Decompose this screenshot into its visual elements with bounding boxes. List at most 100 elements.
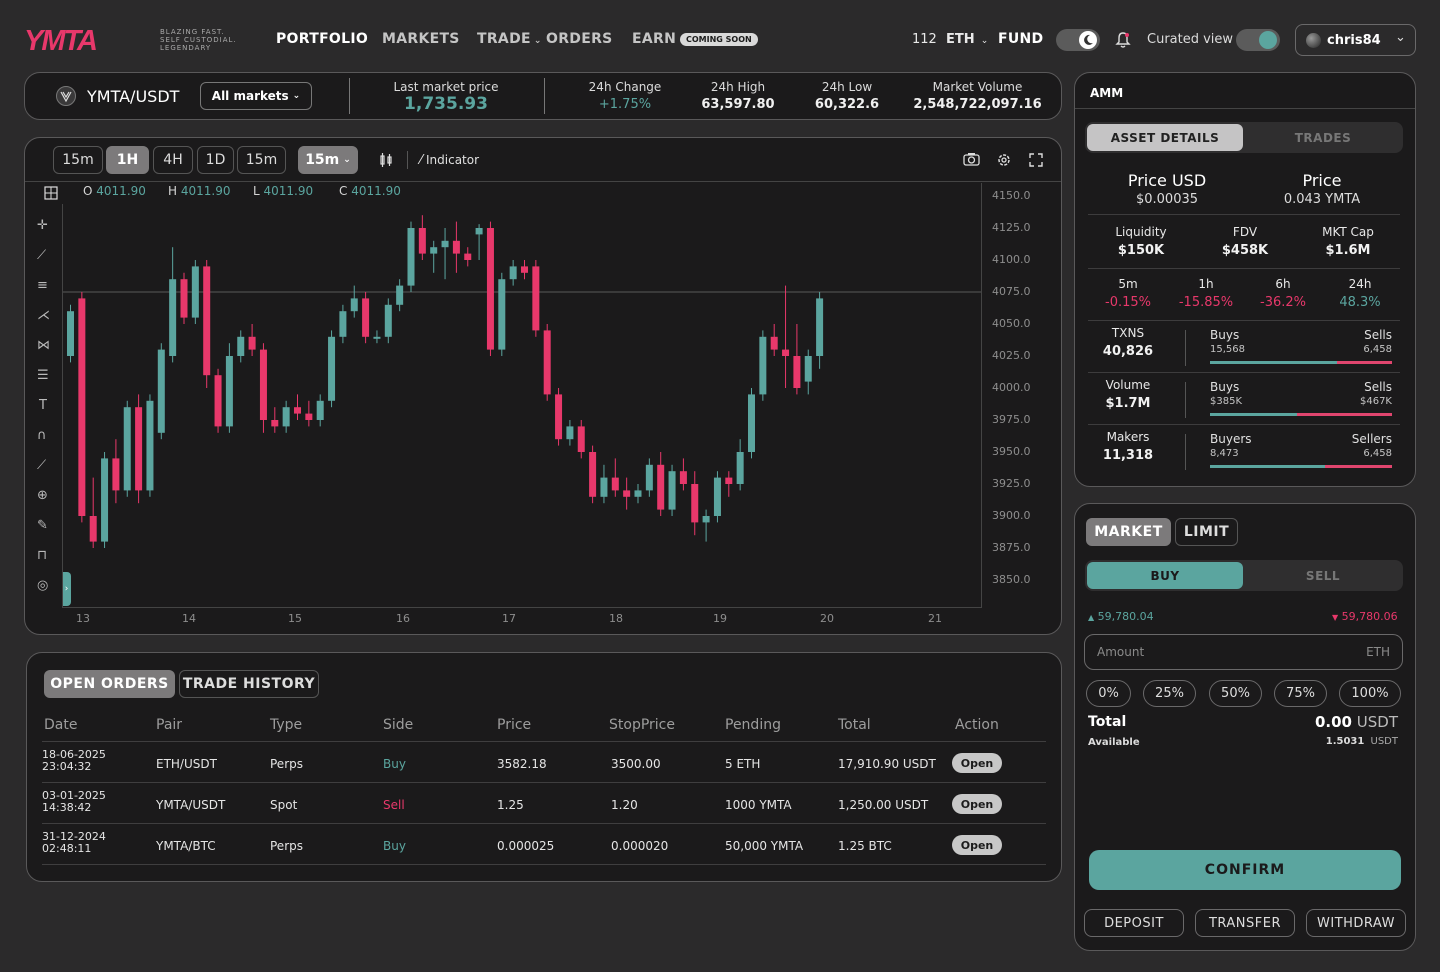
open-order-button[interactable]: Open (952, 794, 1002, 814)
timeframe-4h[interactable]: 4H (153, 146, 193, 174)
nav-portfolio[interactable]: PORTFOLIO (276, 31, 369, 47)
candle-up (316, 400, 324, 420)
timeframe-1d[interactable]: 1D (197, 146, 234, 174)
change-value: 48.3% (1339, 295, 1381, 310)
x-tick-label: 19 (713, 612, 727, 625)
fdv-label: FDV (1232, 225, 1258, 239)
open-order-button[interactable]: Open (952, 835, 1002, 855)
fib-icon[interactable]: ☰ (37, 368, 49, 383)
deposit-button[interactable]: DEPOSIT (1084, 909, 1184, 937)
nav-earn[interactable]: EARN (632, 31, 677, 47)
order-type: Perps (270, 839, 303, 853)
trendline-icon[interactable]: ⟋ (37, 248, 47, 263)
y-tick-label: 4150.0 (992, 189, 1031, 202)
amount-input[interactable]: Amount ETH (1084, 634, 1403, 670)
user-menu[interactable]: chris84 ⌄ (1295, 24, 1416, 56)
change-label: 5m (1118, 277, 1138, 291)
x-tick-label: 14 (182, 612, 196, 625)
order-total: 1.25 BTC (838, 839, 892, 853)
balance-selector[interactable]: 112 ETH ⌄ (912, 32, 988, 47)
last-price-label: Last market price (393, 80, 499, 94)
stat-label: Makers (1106, 430, 1150, 444)
percent-75-button[interactable]: 75% (1274, 680, 1327, 707)
stat-ratio-bar (1210, 361, 1392, 364)
add-layout-icon[interactable] (44, 186, 58, 200)
timeframe-1h[interactable]: 1H (106, 146, 149, 174)
y-tick-label: 4125.0 (992, 221, 1031, 234)
camera-icon[interactable] (963, 152, 980, 167)
ymta-logo[interactable]: YMTA (24, 26, 130, 54)
candle-down (555, 394, 563, 440)
fullscreen-icon[interactable] (1029, 153, 1043, 167)
crosshair-icon[interactable]: ✛ (37, 218, 48, 233)
candles-icon[interactable] (378, 152, 394, 168)
candle-up (157, 349, 165, 433)
price-chart[interactable] (62, 204, 982, 608)
liquidity-label: Liquidity (1115, 225, 1167, 239)
ruler-icon[interactable]: ⟋ (37, 458, 47, 473)
fund-button[interactable]: FUND (998, 31, 1044, 47)
nav-trade[interactable]: TRADE ⌄ (477, 31, 542, 47)
pitchfork-icon[interactable]: ⋌ (37, 308, 50, 323)
chart-left-border (62, 204, 63, 608)
amount-unit: ETH (1366, 645, 1390, 659)
y-axis-border (981, 183, 982, 608)
eye-icon[interactable]: ◎ (37, 578, 49, 593)
withdraw-button[interactable]: WITHDRAW (1306, 909, 1406, 937)
change-block: 24h Change +1.75% (575, 80, 675, 112)
candle-down (521, 266, 528, 273)
percent-100-button[interactable]: 100% (1339, 680, 1401, 707)
curated-view-label: Curated view (1147, 32, 1234, 47)
candle-up (804, 356, 812, 382)
sell-tab[interactable]: SELL (1305, 568, 1341, 583)
candle-down (782, 349, 790, 356)
text-icon[interactable]: T (39, 398, 47, 413)
tab-trade-history[interactable]: TRADE HISTORY (179, 670, 319, 698)
tagline-line: SELF CUSTODIAL. (160, 36, 237, 44)
buy-tab[interactable]: BUY (1087, 562, 1243, 589)
order-stopprice: 0.000020 (611, 839, 669, 853)
pattern-icon[interactable]: ⋈ (37, 338, 50, 353)
gear-icon[interactable] (996, 152, 1012, 168)
y-tick-label: 3975.0 (992, 413, 1031, 426)
nav-trade-label: TRADE (477, 31, 531, 47)
timeframe-15m[interactable]: 15m (53, 146, 103, 174)
nav-orders[interactable]: ORDERS (546, 31, 613, 47)
tab-open-orders[interactable]: OPEN ORDERS (44, 670, 175, 698)
order-type-limit[interactable]: LIMIT (1175, 518, 1238, 546)
ohlc-close-label: C (339, 184, 348, 198)
divider (1185, 330, 1186, 366)
ohlc-high-label: H (168, 184, 178, 198)
zoom-icon[interactable]: ⊕ (37, 488, 48, 503)
y-tick-label: 4075.0 (992, 285, 1031, 298)
stat-ratio-bar (1210, 465, 1392, 468)
transfer-button[interactable]: TRANSFER (1195, 909, 1295, 937)
curated-view-toggle[interactable] (1236, 29, 1280, 51)
parallel-lines-icon[interactable]: ≡ (37, 278, 48, 293)
brush-icon[interactable]: ✎ (37, 518, 48, 533)
tab-trades[interactable]: TRADES (1294, 130, 1352, 145)
candle-down (271, 420, 279, 427)
percent-50-button[interactable]: 50% (1209, 680, 1262, 707)
magnet-icon[interactable]: ∩ (37, 428, 47, 443)
confirm-button[interactable]: CONFIRM (1089, 850, 1401, 890)
lock-icon[interactable]: ⊓ (37, 548, 48, 563)
open-order-button[interactable]: Open (952, 753, 1002, 773)
percent-0-button[interactable]: 0% (1086, 680, 1131, 707)
nav-markets[interactable]: MARKETS (382, 31, 460, 47)
bell-icon[interactable] (1115, 31, 1131, 49)
tab-asset-details[interactable]: ASSET DETAILS (1087, 124, 1243, 151)
timeframe-dropdown[interactable]: 15m ⌄ (298, 146, 358, 174)
candle-up (67, 311, 74, 356)
percent-25-button[interactable]: 25% (1143, 680, 1196, 707)
timeframe-15m-2[interactable]: 15m (237, 146, 286, 174)
candle-down (294, 407, 301, 414)
ohlc-open-value: 4011.90 (96, 184, 146, 198)
order-type-market[interactable]: MARKET (1086, 518, 1171, 546)
indicator-button[interactable]: ⁄ Indicator (420, 153, 479, 168)
sidebar-expand-icon[interactable]: › (62, 572, 71, 606)
markets-dropdown[interactable]: All markets ⌄ (200, 82, 312, 110)
theme-toggle[interactable] (1056, 29, 1100, 51)
order-time: 23:04:32 (42, 760, 92, 773)
order-pair: YMTA/BTC (156, 839, 216, 853)
